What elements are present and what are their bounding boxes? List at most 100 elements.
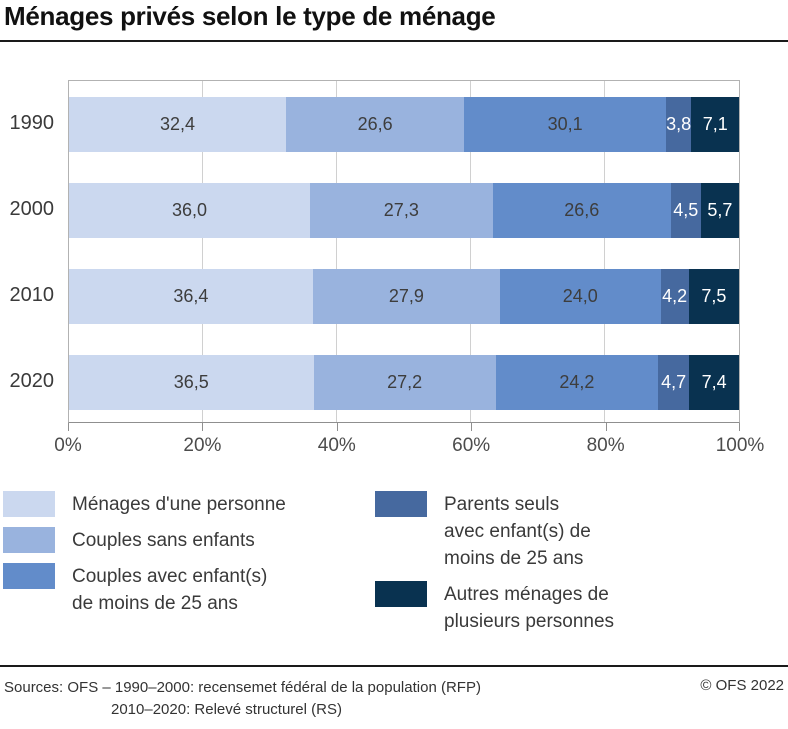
segment-value-label: 7,1: [702, 114, 728, 134]
segment-value-label: 7,5: [701, 286, 727, 306]
legend-item: Couples sans enfants: [3, 527, 286, 554]
segment-value-label: 24,0: [562, 286, 598, 306]
legend-swatch: [3, 563, 55, 589]
legend-label-line: Ménages d'une personne: [72, 494, 286, 515]
page-title: Ménages privés selon le type de ménage: [4, 1, 496, 31]
axis-tick: [471, 423, 473, 431]
bar-segment: 30,1: [464, 97, 666, 152]
legend-item: Autres ménages de plusieurs personnes: [375, 581, 614, 635]
bar-segment: 32,4: [69, 97, 287, 152]
axis-tick-label: 20%: [183, 435, 222, 456]
bar-segment: 24,0: [499, 269, 661, 324]
bar-2010: 36,4 27,9 24,0 4,2 7,5: [69, 269, 739, 324]
legend-swatch: [375, 581, 427, 607]
legend-label: Autres ménages de plusieurs personnes: [444, 581, 614, 635]
legend-label-line: moins de 25 ans: [444, 548, 584, 569]
sources-line-1: Sources: OFS – 1990–2000: recensemet féd…: [4, 679, 481, 696]
gridline: [336, 81, 337, 422]
legend-item: Parents seuls avec enfant(s) de moins de 2…: [375, 491, 614, 572]
sources-text: Sources: OFS – 1990–2000: recensemet féd…: [4, 677, 481, 721]
bar-segment: 7,1: [691, 97, 739, 152]
bar-segment: 26,6: [492, 183, 671, 238]
segment-value-label: 30,1: [547, 114, 583, 134]
bar-segment: 4,2: [660, 269, 689, 324]
bar-segment: 5,7: [700, 183, 740, 238]
segment-value-label: 26,6: [357, 114, 393, 134]
x-axis: 0% 20% 40% 60% 80% 100%: [54, 423, 764, 468]
bar-segment: 7,5: [688, 269, 739, 324]
bar-2020: 36,5 27,2 24,2 4,7 7,4: [69, 355, 739, 410]
year-label: 2000: [9, 198, 55, 220]
legend-label-line: Couples sans enfants: [72, 530, 255, 551]
y-axis-labels: 1990 2000 2010 2020: [0, 80, 60, 423]
segment-value-label: 32,4: [160, 114, 196, 134]
year-label: 2020: [9, 370, 55, 392]
legend-label: Couples sans enfants: [72, 527, 255, 554]
segment-value-label: 4,2: [662, 286, 688, 306]
segment-value-label: 4,7: [661, 372, 687, 392]
legend-item: Couples avec enfant(s) de moins de 25 ans: [3, 563, 286, 617]
year-label: 1990: [9, 112, 55, 134]
year-label: 2010: [9, 284, 55, 306]
legend-label-line: de moins de 25 ans: [72, 593, 238, 614]
segment-value-label: 4,5: [673, 200, 699, 220]
axis-tick: [68, 423, 69, 431]
gridline: [604, 81, 605, 422]
bar-segment: 36,0: [69, 183, 310, 238]
title-divider: [0, 40, 788, 42]
segment-value-label: 27,3: [383, 200, 419, 220]
axis-tick-label: 100%: [715, 435, 765, 456]
bar-segment: 27,2: [313, 355, 496, 410]
legend-label: Couples avec enfant(s) de moins de 25 ans: [72, 563, 267, 617]
bar-segment: 36,4: [69, 269, 313, 324]
copyright: © OFS 2022: [700, 677, 784, 694]
gridline: [470, 81, 471, 422]
axis-tick-label: 40%: [317, 435, 356, 456]
bar-segment: 7,4: [689, 355, 739, 410]
bar-segment: 27,9: [312, 269, 500, 324]
bar-segment: 27,3: [309, 183, 493, 238]
bar-segment: 4,7: [657, 355, 690, 410]
axis-tick-label: 60%: [452, 435, 491, 456]
segment-value-label: 27,2: [387, 372, 423, 392]
legend-swatch: [375, 491, 427, 517]
legend-label-line: Autres ménages de: [444, 584, 609, 605]
axis-tick-label: 80%: [586, 435, 625, 456]
axis-tick: [336, 423, 338, 431]
bar-segment: 26,6: [286, 97, 465, 152]
segment-value-label: 36,5: [173, 372, 209, 392]
legend-label-line: Couples avec enfant(s): [72, 566, 268, 587]
legend-column: Parents seuls avec enfant(s) de moins de 2…: [375, 491, 614, 644]
bar-segment: 36,5: [69, 355, 314, 410]
gridline: [202, 81, 203, 422]
segment-value-label: 5,7: [707, 200, 733, 220]
legend-label-line: plusieurs personnes: [444, 611, 615, 632]
legend-column: Ménages d'une personne Couples sans enfan…: [3, 491, 286, 626]
legend-label-line: avec enfant(s) de: [444, 521, 591, 542]
bar-segment: 3,8: [665, 97, 692, 152]
legend-label: Parents seuls avec enfant(s) de moins de 2…: [444, 491, 591, 572]
legend-swatch: [3, 491, 55, 517]
footer-divider: [0, 665, 788, 667]
sources-line-2: 2010–2020: Relevé structurel (RS): [111, 701, 342, 718]
segment-value-label: 7,4: [701, 372, 727, 392]
legend-label: Ménages d'une personne: [72, 491, 286, 518]
axis-tick: [605, 423, 607, 431]
plot-area: 32,4 26,6 30,1 3,8 7,1 36,0 27,3 26,6 4,5 5,7 36,4…: [68, 80, 740, 423]
legend-item: Ménages d'une personne: [3, 491, 286, 518]
bar-segment: 24,2: [495, 355, 658, 410]
segment-value-label: 3,8: [666, 114, 692, 134]
segment-value-label: 36,0: [171, 200, 207, 220]
segment-value-label: 27,9: [388, 286, 424, 306]
segment-value-label: 26,6: [564, 200, 600, 220]
axis-tick: [202, 423, 204, 431]
bar-2000: 36,0 27,3 26,6 4,5 5,7: [69, 183, 740, 238]
axis-tick-label: 0%: [54, 435, 82, 456]
bar-1990: 32,4 26,6 30,1 3,8 7,1: [69, 97, 739, 152]
segment-value-label: 36,4: [173, 286, 209, 306]
legend-swatch: [3, 527, 55, 553]
bar-segment: 4,5: [670, 183, 701, 238]
segment-value-label: 24,2: [559, 372, 595, 392]
axis-tick: [739, 423, 740, 431]
